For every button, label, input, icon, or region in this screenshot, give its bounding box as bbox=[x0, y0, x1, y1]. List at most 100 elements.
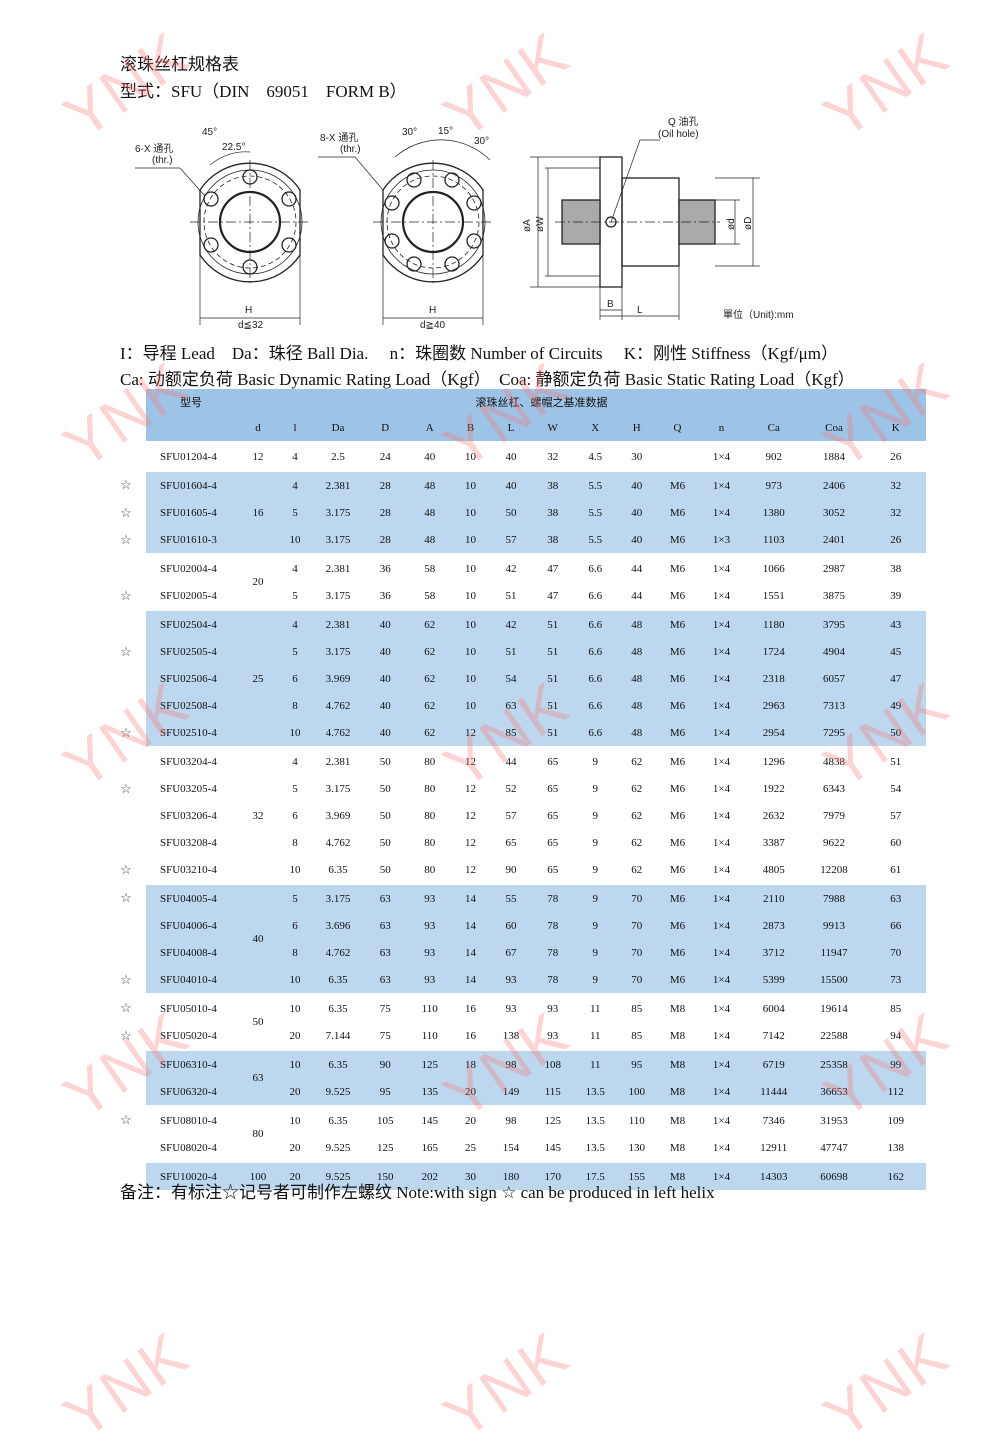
value-cell-l: 10 bbox=[275, 993, 315, 1022]
value-cell-a: 110 bbox=[421, 1029, 438, 1042]
value-cell-n: 1×4 bbox=[698, 609, 745, 638]
value-cell-q: M6 bbox=[657, 912, 698, 939]
value-cell-x: 9 bbox=[574, 966, 617, 994]
value-cell-w: 65 bbox=[547, 836, 559, 849]
value-cell-w: 170 bbox=[531, 1161, 574, 1190]
value-cell-k: 54 bbox=[890, 782, 902, 795]
value-cell-x: 6.6 bbox=[574, 553, 617, 582]
value-cell-x: 6.6 bbox=[574, 638, 617, 665]
value-cell-l: 149 bbox=[490, 1078, 532, 1106]
value-cell-l: 57 bbox=[490, 526, 532, 554]
d-cell: 50 bbox=[240, 993, 276, 1050]
value-cell-n: 1×4 bbox=[712, 809, 731, 822]
table-row: ☆ SFU05020-4 20 7.144 75 110 16 138 93 11 85 M8 1×4 7… bbox=[106, 1022, 926, 1050]
value-cell-q: M6 bbox=[657, 665, 698, 692]
value-cell-da: 7.144 bbox=[325, 1029, 351, 1042]
value-cell-q: M8 bbox=[657, 993, 698, 1022]
mid-holes-label: 8-X 通孔 bbox=[320, 132, 358, 144]
value-cell-l: 63 bbox=[490, 692, 532, 719]
left-helix-star-icon bbox=[106, 829, 146, 856]
left-helix-star-icon bbox=[106, 1078, 146, 1106]
model-type-line: 型式：SFU（DIN 69051 FORM B） bbox=[120, 82, 407, 101]
value-cell-b: 25 bbox=[465, 1141, 476, 1154]
value-cell-l: 55 bbox=[490, 883, 532, 912]
value-cell-ca: 6719 bbox=[745, 1049, 803, 1078]
model-cell: SFU02505-4 bbox=[146, 638, 241, 665]
table-row: SFU02508-4 8 4.762 40 62 10 63 51 6.6 48 M6 1×4 2963… bbox=[106, 692, 926, 719]
value-cell-d: 28 bbox=[361, 526, 409, 554]
value-cell-x: 9 bbox=[574, 746, 617, 775]
value-cell-q: M6 bbox=[657, 609, 698, 638]
table-row: SFU03204-4 32 4 2.381 50 80 12 44 65 9 62 M6 1×4 1296… bbox=[106, 746, 926, 884]
mid-d-label: d≧40 bbox=[420, 320, 446, 330]
value-cell-n: 1×4 bbox=[698, 912, 745, 939]
value-cell-ca: 1066 bbox=[745, 553, 803, 582]
value-cell-coa: 15500 bbox=[802, 966, 866, 994]
value-cell-h: 44 bbox=[631, 589, 643, 602]
value-cell-b: 10 bbox=[450, 638, 491, 665]
value-cell-k: 38 bbox=[865, 553, 926, 582]
value-cell-a: 58 bbox=[424, 589, 436, 602]
value-cell-h: 30 bbox=[616, 441, 657, 471]
value-cell-d: 40 bbox=[361, 609, 409, 638]
value-cell-l: 10 bbox=[275, 1049, 315, 1078]
footnote: 备注：有标注☆记号者可制作左螺纹 Note:with sign ☆ can be… bbox=[120, 1183, 715, 1202]
value-cell-ca: 5399 bbox=[745, 966, 803, 994]
value-cell-n: 1×4 bbox=[698, 939, 745, 966]
value-cell-k: 109 bbox=[865, 1105, 926, 1134]
value-cell-b: 20 bbox=[450, 1078, 491, 1106]
left-helix-star-icon: ☆ bbox=[120, 477, 132, 492]
value-cell-b: 16 bbox=[465, 1029, 476, 1042]
left-h-label: H bbox=[245, 305, 252, 316]
value-cell-w: 47 bbox=[531, 553, 574, 582]
table-row: SFU02504-4 25 4 2.381 40 62 10 42 51 6.6 48 M6 1×4 11… bbox=[106, 609, 926, 747]
value-cell-da: 6.35 bbox=[314, 1105, 362, 1134]
value-cell-h: 40 bbox=[616, 526, 657, 554]
value-cell-q: M6 bbox=[657, 499, 698, 526]
value-cell-ca: 2954 bbox=[745, 719, 803, 747]
value-cell-k: 63 bbox=[865, 883, 926, 912]
value-cell-ca: 2632 bbox=[762, 809, 785, 822]
value-cell-l: 54 bbox=[490, 665, 532, 692]
value-cell-h: 48 bbox=[616, 609, 657, 638]
value-cell-d: 63 bbox=[361, 883, 409, 912]
value-cell-q: M6 bbox=[657, 553, 698, 582]
value-cell-w: 115 bbox=[531, 1078, 574, 1106]
value-cell-a: 80 bbox=[424, 782, 436, 795]
flange-front-view-8-hole bbox=[318, 139, 493, 325]
phi-a-label: øA bbox=[522, 219, 533, 232]
value-cell-d: 125 bbox=[377, 1141, 394, 1154]
column-header: Coa bbox=[802, 415, 866, 442]
value-cell-b: 12 bbox=[465, 863, 476, 876]
value-cell-w: 78 bbox=[531, 939, 574, 966]
value-cell-a: 48 bbox=[409, 499, 451, 526]
model-cell: SFU04010-4 bbox=[146, 966, 241, 994]
table-row: ☆ SFU04010-4 10 6.35 63 93 14 93 78 9 70 M6 1×4 5399 1… bbox=[106, 966, 926, 994]
value-cell-d: 40 bbox=[361, 638, 409, 665]
value-cell-a: 135 bbox=[409, 1078, 451, 1106]
value-cell-d: 50 bbox=[379, 863, 391, 876]
value-cell-coa: 31953 bbox=[802, 1105, 866, 1134]
phi-w-label: øW bbox=[535, 216, 546, 232]
value-cell-w: 47 bbox=[547, 589, 559, 602]
table-row: SFU01204-4 12 4 2.5 24 40 10 40 32 4.5 30 1×4 902 188… bbox=[106, 441, 926, 471]
value-cell-h: 100 bbox=[616, 1078, 657, 1106]
table-header-row-1: 型号 滚珠丝杠、螺帽之基准数据 bbox=[106, 389, 926, 415]
value-cell-h: 85 bbox=[616, 993, 657, 1022]
value-cell-a: 58 bbox=[409, 553, 451, 582]
angle-22-label: 22.5° bbox=[222, 142, 245, 153]
value-cell-l: 8 bbox=[292, 836, 298, 849]
value-cell-l: 5 bbox=[275, 499, 315, 526]
value-cell-x: 13.5 bbox=[574, 1105, 617, 1134]
value-cell-l: 10 bbox=[275, 526, 315, 554]
value-cell-l: 154 bbox=[502, 1141, 520, 1154]
column-header: B bbox=[450, 415, 491, 442]
value-cell-coa: 12208 bbox=[820, 863, 848, 876]
value-cell-b: 12 bbox=[450, 746, 491, 775]
column-header: W bbox=[531, 415, 574, 442]
oil-hole-cn-label: Q 油孔 bbox=[668, 115, 699, 128]
table-row: SFU04008-4 8 4.762 63 93 14 67 78 9 70 M6 1×4 3712 11… bbox=[106, 939, 926, 966]
table-row: ☆ SFU04005-4 40 5 3.175 63 93 14 55 78 9 70 M6 1×4 211… bbox=[106, 883, 926, 994]
value-cell-da: 6.35 bbox=[314, 1049, 362, 1078]
